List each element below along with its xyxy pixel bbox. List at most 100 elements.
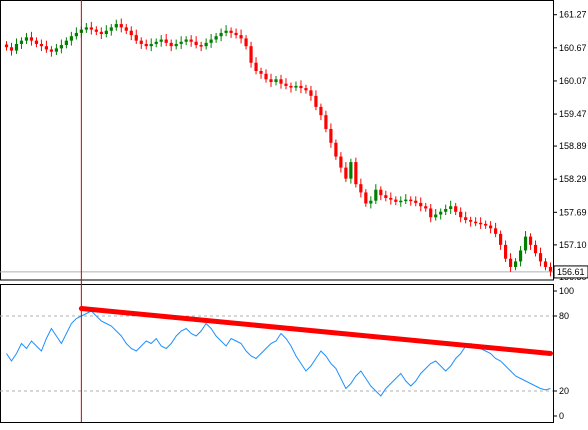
- candle-body: [204, 42, 208, 47]
- candle-body: [84, 27, 88, 30]
- candle-body: [164, 39, 168, 43]
- candle-body: [119, 24, 123, 28]
- candle-body: [349, 162, 353, 179]
- candle-body: [479, 222, 483, 225]
- candle-body: [74, 32, 78, 37]
- candle-body: [384, 195, 388, 198]
- candle-body: [498, 233, 503, 245]
- candle-body: [149, 43, 153, 47]
- candle-body: [344, 167, 348, 179]
- candle-body: [124, 27, 128, 31]
- candle-body: [469, 220, 473, 222]
- oscillator-axis-label: 0: [559, 411, 564, 421]
- candle-body: [528, 236, 533, 245]
- candle-body: [324, 115, 328, 129]
- price-axis-label: 160.07: [559, 76, 587, 86]
- candle-body: [299, 85, 303, 89]
- candle-body: [449, 206, 453, 209]
- oscillator-axis-label: 20: [559, 386, 569, 396]
- candle-body: [134, 35, 138, 41]
- candle-body: [548, 266, 553, 272]
- candle-body: [439, 211, 443, 215]
- candle-body: [284, 83, 288, 86]
- candle-body: [14, 43, 19, 51]
- candle-body: [54, 48, 59, 52]
- candle-body: [64, 40, 68, 46]
- candle-body: [419, 202, 423, 207]
- price-panel-frame: [0, 0, 554, 281]
- candle-body: [354, 162, 358, 185]
- candle-body: [329, 128, 333, 143]
- candle-body: [159, 39, 163, 42]
- candle-body: [538, 253, 543, 262]
- candle-body: [244, 38, 248, 47]
- price-axis-label: 157.69: [559, 207, 587, 217]
- candle-body: [294, 85, 298, 88]
- price-axis-label: 161.27: [559, 10, 587, 20]
- candle-body: [229, 30, 233, 33]
- candle-body: [454, 206, 458, 212]
- candle-body: [279, 79, 283, 84]
- candle-body: [513, 261, 518, 267]
- trendline: [78, 306, 554, 356]
- candle-body: [274, 79, 278, 83]
- candle-body: [224, 30, 228, 33]
- candle-body: [9, 47, 14, 51]
- price-axis-label: 157.10: [559, 240, 587, 250]
- candle-body: [219, 32, 223, 37]
- candle-body: [424, 206, 428, 209]
- candle-body: [508, 258, 513, 267]
- candle-body: [199, 45, 203, 47]
- candle-body: [518, 250, 523, 262]
- candle-body: [523, 236, 528, 251]
- candle-body: [464, 217, 468, 221]
- candle-body: [24, 37, 29, 41]
- candle-body: [444, 209, 448, 212]
- candle-body: [319, 106, 323, 116]
- candle-body: [174, 43, 178, 47]
- current-price-label: 156.61: [557, 267, 585, 277]
- candle-body: [379, 189, 383, 196]
- price-axis-label: 160.67: [559, 43, 587, 53]
- candle-body: [429, 208, 433, 218]
- candle-body: [404, 199, 408, 202]
- candle-body: [29, 37, 34, 41]
- candle-body: [254, 62, 258, 71]
- candle-body: [394, 199, 398, 202]
- candle-body: [503, 244, 508, 259]
- candle-body: [543, 261, 548, 267]
- candle-body: [114, 24, 118, 28]
- candle-body: [194, 41, 198, 46]
- current-price-box: [553, 265, 588, 279]
- candle-body: [129, 30, 133, 36]
- candle-body: [234, 32, 238, 36]
- candle-body: [399, 200, 403, 203]
- candle-body: [104, 30, 108, 35]
- candle-body: [434, 214, 438, 218]
- candle-body: [334, 142, 338, 157]
- oscillator-axis-label: 80: [559, 311, 569, 321]
- candle-body: [259, 71, 263, 74]
- candle-body: [4, 44, 9, 48]
- candle-body: [309, 90, 313, 96]
- candle-body: [494, 228, 498, 234]
- candle-body: [239, 35, 243, 39]
- candle-body: [94, 29, 98, 32]
- candle-body: [533, 244, 538, 254]
- candle-body: [264, 73, 268, 80]
- price-axis-label: 158.89: [559, 141, 587, 151]
- candle-body: [269, 79, 273, 83]
- oscillator-axis-label: 100: [559, 286, 574, 296]
- price-axis-label: 158.29: [559, 174, 587, 184]
- candle-body: [369, 200, 373, 204]
- candle-body: [34, 40, 39, 44]
- candle-body: [39, 43, 44, 47]
- candle-body: [364, 192, 368, 204]
- candle-body: [459, 211, 463, 218]
- candle-body: [374, 189, 378, 201]
- candle-body: [389, 197, 393, 200]
- candle-body: [49, 49, 54, 52]
- candle-body: [359, 184, 363, 193]
- candle-body: [184, 39, 188, 42]
